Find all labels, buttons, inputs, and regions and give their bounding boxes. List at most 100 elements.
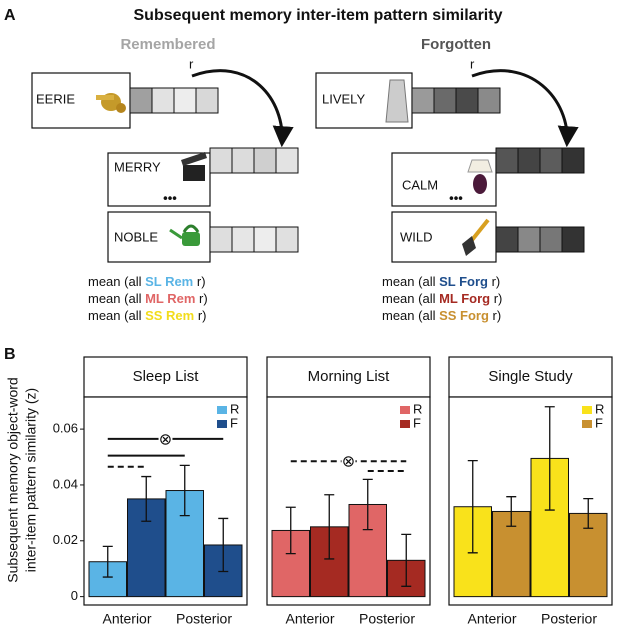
bar (492, 510, 531, 598)
word: MERRY (114, 159, 161, 174)
formula-text: r) (488, 274, 500, 289)
formula-tag: SS Forg (439, 308, 489, 323)
formula-text: mean (all (88, 308, 145, 323)
x-tick-label: Posterior (359, 611, 415, 627)
y-tick-label: 0.06 (53, 421, 78, 436)
formula: mean (all SL Rem r) (88, 274, 206, 289)
error-bar (218, 517, 229, 573)
formula-text: r) (489, 308, 501, 323)
error-bar (285, 506, 296, 555)
symbol-bg (158, 431, 173, 446)
legend-swatch (217, 420, 227, 428)
arrow (471, 69, 579, 148)
icon-grater (385, 79, 409, 123)
interaction-symbol: ⊗ (159, 429, 172, 448)
x-tick-label: Anterior (285, 611, 334, 627)
formula-text: mean (all (382, 308, 439, 323)
word-item: NOBLE (107, 211, 299, 263)
formula-text: mean (all (88, 274, 145, 289)
chart-title: Sleep List (133, 368, 200, 385)
panel-label: A (4, 7, 16, 24)
legend-label: F (230, 415, 238, 430)
formula-tag: ML Rem (145, 291, 195, 306)
icon-clapper (181, 152, 207, 181)
formula-tag: ML Forg (439, 291, 490, 306)
legend-swatch (582, 406, 592, 414)
y-axis-label: Subsequent memory object-word (5, 377, 21, 582)
r-label: r (189, 56, 194, 71)
legend-swatch (217, 406, 227, 414)
error-bar (401, 533, 412, 587)
error-bar (141, 475, 152, 522)
word-item: LIVELY (315, 72, 501, 129)
error-bar (506, 496, 517, 527)
error-bar (544, 406, 555, 511)
r-label: r (470, 56, 475, 71)
word-item: WILD (391, 211, 585, 263)
panel-header (448, 356, 613, 398)
icon-trowel (462, 218, 490, 256)
formula-tag: SL Rem (145, 274, 193, 289)
x-tick-label: Anterior (467, 611, 516, 627)
word: CALM (402, 177, 438, 192)
word-item: EERIE (31, 72, 219, 129)
formula-text: r) (195, 291, 207, 306)
formula: mean (all ML Rem r) (88, 291, 208, 306)
legend-swatch (582, 420, 592, 428)
x-tick-label: Posterior (176, 611, 232, 627)
formula-tag: SS Rem (145, 308, 194, 323)
formula: mean (all ML Forg r) (382, 291, 502, 306)
formula: mean (all SS Forg r) (382, 308, 501, 323)
legend-label: R (595, 401, 604, 416)
word: LIVELY (322, 91, 365, 106)
formula-text: mean (all (382, 274, 439, 289)
legend-label: R (413, 401, 422, 416)
formula: mean (all SS Rem r) (88, 308, 207, 323)
chart-title: Single Study (488, 368, 573, 385)
legend-label: F (595, 415, 603, 430)
error-bar (362, 478, 373, 531)
icon-horn (96, 93, 126, 113)
symbol-bg (341, 454, 356, 469)
interaction-symbol: ⊗ (342, 452, 355, 471)
word: NOBLE (114, 229, 158, 244)
word: WILD (400, 229, 433, 244)
formula-text: mean (all (382, 291, 439, 306)
panel-title: Subsequent memory inter-item pattern sim… (134, 7, 503, 24)
x-tick-label: Anterior (102, 611, 151, 627)
error-bar (102, 545, 113, 578)
word: EERIE (36, 91, 75, 106)
legend-label: F (413, 415, 421, 430)
legend-swatch (400, 406, 410, 414)
formula-text: r) (194, 308, 206, 323)
formula-text: r) (193, 274, 205, 289)
x-tick-label: Posterior (541, 611, 597, 627)
heading: Remembered (120, 36, 215, 53)
formula-tag: SL Forg (439, 274, 488, 289)
formula-text: r) (490, 291, 502, 306)
panel-label: B (4, 346, 16, 363)
chart-title: Morning List (308, 368, 391, 385)
icon-lamp (467, 159, 493, 194)
error-bar (467, 460, 478, 554)
arrow (191, 69, 294, 148)
legend-label: R (230, 401, 239, 416)
panel-header (83, 356, 248, 398)
y-tick-label: 0 (71, 588, 78, 603)
error-bar (583, 497, 594, 529)
error-bar (324, 494, 335, 560)
legend-swatch (400, 420, 410, 428)
formula-text: mean (all (88, 291, 145, 306)
y-axis-label: inter-item pattern similarity (z) (23, 388, 39, 572)
formulas: mean (all SL Rem r)mean (all ML Rem r)me… (88, 274, 502, 323)
y-tick-label: 0.02 (53, 532, 78, 547)
panel-header (266, 356, 431, 398)
error-bar (179, 464, 190, 517)
formula: mean (all SL Forg r) (382, 274, 500, 289)
ellipsis: ••• (163, 190, 177, 205)
y-tick-label: 0.04 (53, 476, 78, 491)
heading: Forgotten (421, 36, 491, 53)
icon-watering-can (169, 224, 200, 246)
word-item: CALM (391, 147, 585, 207)
